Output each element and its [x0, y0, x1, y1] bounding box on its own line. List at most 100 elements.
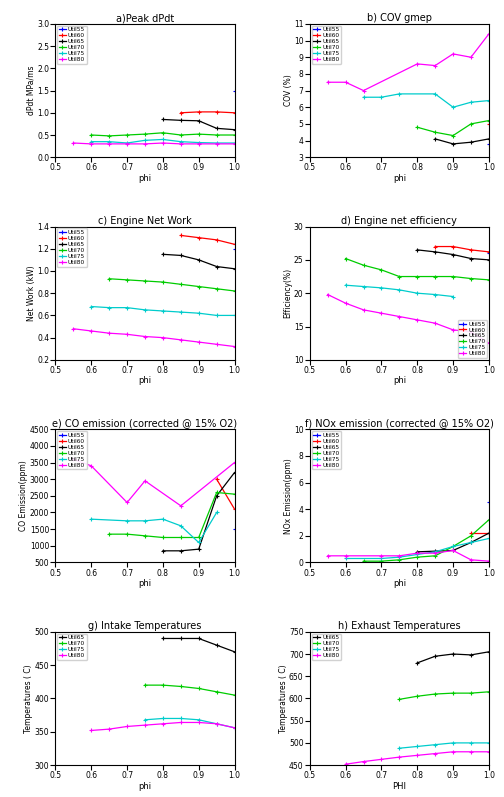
Util80: [196, 337, 202, 347]
Legend: Util55, Util60, Util65, Util70, Util75, Util80: Util55, Util60, Util65, Util70, Util75, …: [311, 26, 341, 64]
Util70: [468, 273, 474, 283]
Line: Util65: Util65: [160, 252, 237, 271]
Util75: [106, 303, 112, 312]
Util75: [450, 738, 456, 748]
Legend: Util55, Util60, Util65, Util70, Util75, Util80: Util55, Util60, Util65, Util70, Util75, …: [311, 431, 341, 469]
Util70: [231, 130, 237, 139]
Util65: [231, 125, 237, 135]
Util80: [396, 752, 402, 762]
Util80: [414, 751, 420, 760]
Util70: [196, 129, 202, 139]
Util70: [432, 689, 438, 699]
Util75: [196, 715, 202, 724]
Util70: [142, 129, 148, 139]
Util75: [142, 305, 148, 315]
Util65: [231, 468, 237, 477]
Y-axis label: Net Work (kW): Net Work (kW): [27, 265, 36, 321]
Util75: [396, 89, 402, 99]
Util70: [450, 689, 456, 698]
Util75: [396, 552, 402, 562]
Line: Util75: Util75: [343, 283, 456, 299]
Util80: [432, 749, 438, 759]
Legend: Util65, Util70, Util75, Util80: Util65, Util70, Util75, Util80: [311, 634, 341, 660]
Util70: [160, 532, 166, 542]
Util60: [178, 230, 184, 240]
Util65: [414, 658, 420, 668]
Util80: [325, 77, 331, 87]
Util80: [450, 325, 456, 335]
Util75: [160, 713, 166, 723]
Util60: [196, 107, 202, 116]
Util80: [231, 457, 237, 467]
Util80: [71, 324, 77, 333]
Util75: [450, 103, 456, 112]
Util75: [432, 547, 438, 556]
X-axis label: phi: phi: [139, 782, 152, 791]
Line: Util80: Util80: [343, 749, 491, 767]
Util65: [486, 528, 492, 538]
Line: Util60: Util60: [178, 233, 237, 247]
Line: Util80: Util80: [89, 720, 237, 733]
Util80: [88, 139, 94, 149]
Line: Util80: Util80: [71, 140, 237, 147]
Util75: [88, 302, 94, 312]
Line: Util60: Util60: [433, 244, 491, 254]
Util80: [160, 719, 166, 728]
Util75: [414, 550, 420, 559]
Util80: [396, 312, 402, 321]
Util65: [468, 137, 474, 147]
Util70: [178, 532, 184, 542]
Util65: [450, 139, 456, 149]
Line: Util65: Util65: [160, 117, 237, 132]
Util70: [231, 489, 237, 499]
Util70: [106, 529, 112, 539]
Util80: [142, 476, 148, 485]
Util80: [106, 724, 112, 734]
Util75: [379, 283, 385, 292]
Util65: [231, 647, 237, 657]
Util70: [160, 277, 166, 287]
Line: Util65: Util65: [415, 531, 491, 554]
Util75: [360, 282, 366, 292]
Util80: [450, 49, 456, 59]
Util75: [231, 311, 237, 320]
Util80: [414, 548, 420, 558]
Util80: [486, 747, 492, 756]
Util65: [414, 547, 420, 556]
Util70: [450, 131, 456, 140]
Util80: [231, 139, 237, 149]
Util75: [414, 742, 420, 752]
Legend: Util55, Util60, Util65, Util70, Util75, Util80: Util55, Util60, Util65, Util70, Util75, …: [57, 431, 87, 469]
Title: d) Engine net efficiency: d) Engine net efficiency: [341, 216, 457, 226]
Util65: [231, 264, 237, 273]
Util75: [486, 534, 492, 544]
Util80: [124, 329, 130, 339]
Y-axis label: COV (%): COV (%): [284, 75, 292, 107]
Util70: [468, 531, 474, 540]
Util65: [214, 640, 220, 650]
Line: Util70: Util70: [415, 118, 491, 138]
Util75: [124, 303, 130, 312]
Util70: [106, 274, 112, 284]
Util75: [231, 138, 237, 147]
Line: Util70: Util70: [361, 517, 491, 563]
X-axis label: phi: phi: [393, 376, 406, 386]
Util75: [468, 97, 474, 107]
Util80: [160, 333, 166, 343]
Util70: [196, 532, 202, 542]
Y-axis label: CO Emission(ppm): CO Emission(ppm): [19, 461, 28, 532]
Util75: [160, 514, 166, 524]
Util60: [468, 245, 474, 255]
Util80: [468, 327, 474, 336]
Util75: [178, 713, 184, 723]
Util60: [196, 233, 202, 242]
X-axis label: PHI: PHI: [392, 782, 406, 791]
X-axis label: phi: phi: [393, 174, 406, 183]
Util65: [196, 634, 202, 643]
Util80: [178, 139, 184, 149]
Util80: [343, 298, 349, 308]
Util80: [124, 497, 130, 507]
Util80: [196, 139, 202, 149]
Util65: [450, 650, 456, 659]
Util60: [486, 528, 492, 538]
